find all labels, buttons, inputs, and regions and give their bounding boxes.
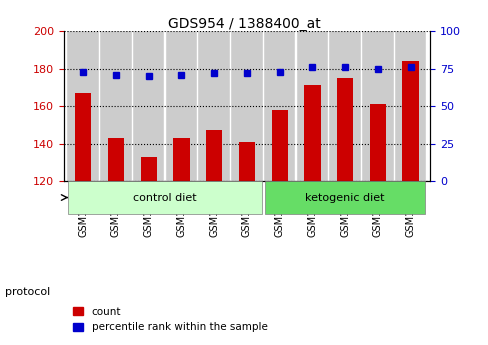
FancyBboxPatch shape xyxy=(68,181,261,214)
Bar xyxy=(369,104,386,181)
Bar xyxy=(336,78,353,181)
FancyBboxPatch shape xyxy=(165,31,197,181)
FancyBboxPatch shape xyxy=(296,31,327,181)
Bar xyxy=(402,61,418,181)
Bar xyxy=(173,138,189,181)
FancyBboxPatch shape xyxy=(329,31,360,181)
FancyBboxPatch shape xyxy=(264,31,295,181)
FancyBboxPatch shape xyxy=(394,31,426,181)
Text: ketogenic diet: ketogenic diet xyxy=(305,193,384,203)
Legend: count, percentile rank within the sample: count, percentile rank within the sample xyxy=(69,303,271,336)
Bar xyxy=(205,130,222,181)
FancyBboxPatch shape xyxy=(198,31,229,181)
FancyBboxPatch shape xyxy=(100,31,131,181)
FancyBboxPatch shape xyxy=(231,31,262,181)
Bar xyxy=(271,110,287,181)
FancyBboxPatch shape xyxy=(67,31,99,181)
FancyBboxPatch shape xyxy=(264,181,425,214)
Bar xyxy=(304,86,320,181)
Text: control diet: control diet xyxy=(133,193,197,203)
Text: GDS954 / 1388400_at: GDS954 / 1388400_at xyxy=(168,17,320,31)
Bar xyxy=(238,142,255,181)
Text: protocol: protocol xyxy=(5,287,50,296)
Bar xyxy=(107,138,124,181)
FancyBboxPatch shape xyxy=(362,31,393,181)
Bar xyxy=(75,93,91,181)
Bar xyxy=(140,157,157,181)
FancyBboxPatch shape xyxy=(133,31,164,181)
